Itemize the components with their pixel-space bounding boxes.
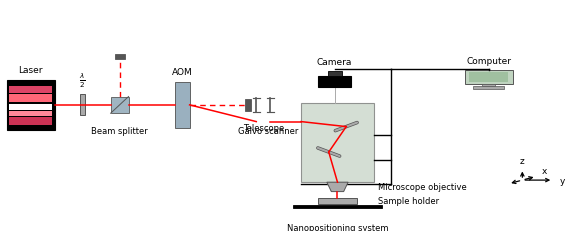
FancyBboxPatch shape [318, 198, 357, 204]
FancyBboxPatch shape [293, 213, 382, 216]
Text: Nanopositioning system: Nanopositioning system [287, 222, 388, 231]
Polygon shape [327, 182, 348, 192]
FancyBboxPatch shape [293, 209, 382, 212]
FancyBboxPatch shape [465, 71, 513, 85]
Text: Computer: Computer [466, 57, 511, 66]
Text: Microscope objective: Microscope objective [378, 182, 467, 191]
FancyBboxPatch shape [318, 76, 352, 88]
Text: Camera: Camera [317, 58, 352, 67]
FancyBboxPatch shape [293, 205, 382, 208]
Text: Galvo scanner: Galvo scanner [238, 127, 298, 136]
FancyBboxPatch shape [473, 87, 505, 89]
Text: z: z [520, 157, 524, 166]
FancyBboxPatch shape [80, 95, 86, 116]
FancyBboxPatch shape [9, 95, 52, 103]
FancyBboxPatch shape [301, 103, 374, 182]
FancyBboxPatch shape [9, 111, 52, 116]
FancyBboxPatch shape [9, 117, 52, 125]
FancyBboxPatch shape [245, 99, 251, 112]
FancyBboxPatch shape [469, 73, 508, 83]
FancyBboxPatch shape [111, 97, 129, 114]
Text: Sample holder: Sample holder [378, 197, 439, 206]
FancyBboxPatch shape [482, 84, 496, 87]
FancyBboxPatch shape [9, 104, 52, 110]
FancyBboxPatch shape [7, 80, 54, 130]
FancyBboxPatch shape [175, 82, 189, 128]
Text: AOM: AOM [172, 67, 193, 76]
Text: Beam splitter: Beam splitter [91, 126, 148, 135]
Text: x: x [542, 167, 547, 176]
Text: Laser: Laser [19, 65, 43, 74]
FancyBboxPatch shape [328, 72, 342, 76]
Text: $\frac{\lambda}{2}$: $\frac{\lambda}{2}$ [79, 71, 86, 90]
Text: Telescope: Telescope [243, 123, 284, 132]
Text: y: y [560, 176, 565, 185]
FancyBboxPatch shape [115, 55, 125, 60]
FancyBboxPatch shape [9, 87, 52, 94]
